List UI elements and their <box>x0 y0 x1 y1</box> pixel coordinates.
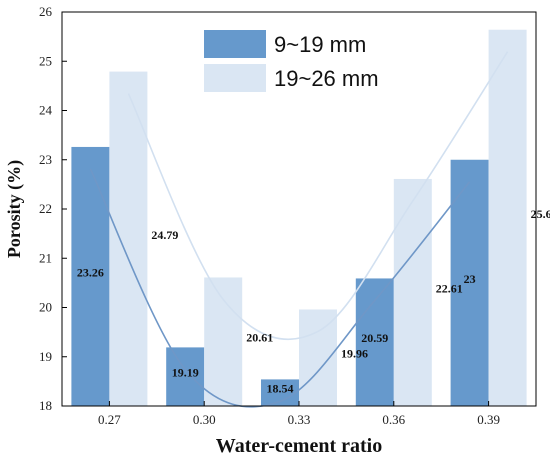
data-label-series-2-0.33: 19.96 <box>341 347 368 361</box>
x-axis: 0.27 0.30 0.33 0.36 0.39 <box>98 401 500 427</box>
bar-series-2-0.39 <box>488 29 527 406</box>
data-label-series-1-0.33: 18.54 <box>267 382 294 396</box>
data-labels-layer: 23.26 19.19 18.54 20.59 23 24.79 20.61 19.96 22.… <box>77 207 550 396</box>
y-tick-label: 22 <box>39 201 52 216</box>
data-label-series-2-0.30: 20.61 <box>246 331 273 345</box>
legend-swatch-series-2 <box>204 64 266 92</box>
data-label-series-2-0.39: 25.64 <box>531 207 550 221</box>
x-axis-title: Water-cement ratio <box>216 435 382 457</box>
bar-series-2-0.27 <box>109 71 148 406</box>
legend-label-series-2: 19~26 mm <box>274 66 379 91</box>
legend-label-series-1: 9~19 mm <box>274 32 366 57</box>
trendline-series-2 <box>127 51 509 340</box>
legend-swatch-series-1 <box>204 30 266 58</box>
y-tick-label: 21 <box>39 250 52 265</box>
data-label-series-2-0.27: 24.79 <box>151 228 178 242</box>
y-tick-label: 20 <box>39 300 52 315</box>
legend: 9~19 mm 19~26 mm <box>204 30 379 92</box>
data-label-series-1-0.27: 23.26 <box>77 265 104 279</box>
x-tick-label: 0.36 <box>382 412 405 427</box>
x-tick-label: 0.33 <box>288 412 311 427</box>
y-tick-label: 24 <box>39 103 53 118</box>
y-tick-label: 26 <box>39 4 53 19</box>
x-tick-label: 0.27 <box>98 412 121 427</box>
trend-layer <box>89 51 509 408</box>
bar-series-2-0.30 <box>204 277 243 406</box>
data-label-series-1-0.36: 20.59 <box>361 331 388 345</box>
data-label-series-2-0.36: 22.61 <box>436 281 463 295</box>
trendline-series-1 <box>89 168 471 408</box>
y-axis-title: Porosity (%) <box>4 160 25 258</box>
x-tick-label: 0.30 <box>193 412 216 427</box>
bars-layer <box>71 29 527 406</box>
y-tick-label: 25 <box>39 53 52 68</box>
y-tick-label: 19 <box>39 349 52 364</box>
y-axis: 18 19 20 21 22 23 24 25 26 <box>39 4 67 413</box>
y-tick-label: 23 <box>39 152 52 167</box>
data-label-series-1-0.39: 23 <box>464 272 476 286</box>
bar-series-1-0.27 <box>71 146 110 406</box>
x-tick-label: 0.39 <box>477 412 500 427</box>
bar-series-2-0.33 <box>299 309 337 406</box>
bar-series-1-0.39 <box>450 159 489 406</box>
bar-series-1-0.30 <box>166 347 205 406</box>
y-tick-label: 18 <box>39 398 52 413</box>
data-label-series-1-0.30: 19.19 <box>172 366 199 380</box>
bar-series-2-0.36 <box>393 178 432 406</box>
